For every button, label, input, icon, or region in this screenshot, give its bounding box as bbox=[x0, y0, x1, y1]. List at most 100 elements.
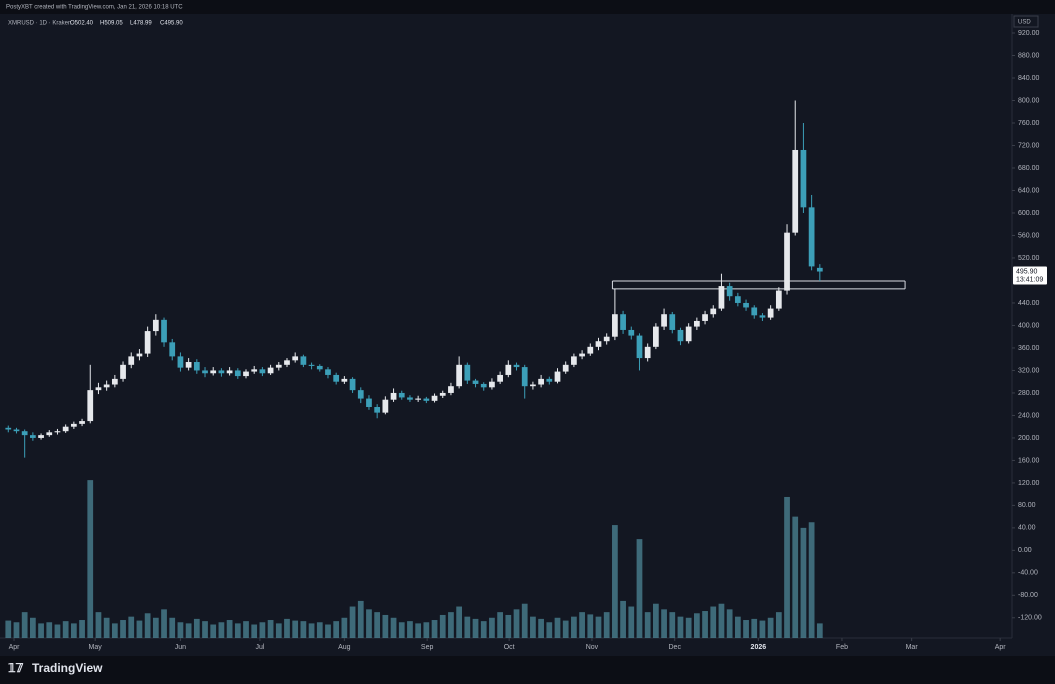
candle-body bbox=[308, 364, 315, 366]
volume-bar bbox=[710, 606, 717, 638]
volume-bar bbox=[480, 621, 487, 638]
volume-bar bbox=[448, 612, 454, 638]
candle-body bbox=[177, 356, 184, 368]
candle-body bbox=[316, 365, 323, 370]
volume-bar bbox=[784, 496, 790, 638]
volume-bar bbox=[95, 612, 102, 638]
candle-body bbox=[275, 364, 282, 368]
candle-body bbox=[251, 369, 258, 372]
volume-bar bbox=[259, 622, 266, 638]
candle-body bbox=[718, 286, 725, 309]
candle-body bbox=[456, 364, 463, 387]
volume-bar bbox=[808, 522, 815, 638]
logo-mark: 𝟙𝟟 bbox=[8, 661, 24, 675]
volume-bar bbox=[603, 612, 610, 638]
volume-bar bbox=[702, 611, 708, 638]
candle-body bbox=[382, 399, 389, 413]
x-tick-label: Dec bbox=[669, 644, 682, 651]
volume-bar bbox=[333, 621, 340, 638]
candle-body bbox=[70, 423, 77, 427]
volume-bar bbox=[800, 527, 807, 638]
x-tick-label: Nov bbox=[586, 644, 599, 651]
candle-body bbox=[349, 378, 356, 391]
currency: USD bbox=[1018, 20, 1031, 26]
volume-bar bbox=[38, 623, 44, 638]
volume-bar bbox=[775, 612, 782, 638]
candle-body bbox=[259, 369, 266, 374]
candle-body bbox=[636, 335, 643, 359]
candle-body bbox=[808, 207, 815, 267]
candle-body bbox=[538, 378, 544, 385]
candle-body bbox=[5, 427, 12, 430]
volume-bar bbox=[300, 621, 307, 638]
volume-bar bbox=[718, 603, 725, 638]
y-tick-label: 600.00 bbox=[1018, 210, 1040, 217]
volume-bar bbox=[21, 612, 28, 638]
volume-bar bbox=[726, 609, 733, 638]
x-tick-label: Aug bbox=[338, 644, 351, 651]
y-tick-label: 240.00 bbox=[1018, 412, 1040, 419]
y2-tick-label: -120.00 bbox=[1018, 615, 1042, 622]
header-bar bbox=[0, 0, 1055, 14]
candle-body bbox=[333, 374, 340, 382]
volume-bar bbox=[267, 620, 274, 638]
candle-body bbox=[46, 432, 53, 436]
ohlc-value: O502.40 bbox=[70, 21, 94, 27]
candle-body bbox=[530, 384, 536, 387]
volume-bar bbox=[30, 617, 36, 638]
volume-bar bbox=[554, 617, 561, 638]
volume-bar bbox=[505, 614, 512, 638]
candle-body bbox=[792, 149, 799, 233]
ohlc-value: H509.05 bbox=[100, 21, 123, 27]
candle-body bbox=[595, 341, 602, 347]
candle-body bbox=[759, 315, 766, 318]
candle-body bbox=[415, 398, 422, 400]
candle-body bbox=[267, 367, 274, 374]
volume-bar bbox=[374, 612, 381, 638]
candle-body bbox=[202, 370, 208, 374]
candle-body bbox=[193, 362, 200, 371]
candle-body bbox=[513, 364, 520, 368]
volume-bar bbox=[653, 603, 659, 638]
candle-body bbox=[218, 370, 225, 374]
y2-tick-label: 40.00 bbox=[1018, 525, 1036, 532]
y-tick-label: 280.00 bbox=[1018, 390, 1040, 397]
candle-body bbox=[144, 331, 151, 354]
volume-bar bbox=[636, 539, 643, 638]
volume-bar bbox=[472, 618, 479, 638]
candle-body bbox=[226, 370, 233, 374]
candle-body bbox=[439, 392, 446, 396]
candle-body bbox=[562, 364, 569, 372]
volume-bar bbox=[489, 617, 495, 638]
volume-bar bbox=[120, 620, 126, 638]
volume-bar bbox=[136, 620, 143, 638]
volume-bar bbox=[13, 622, 20, 638]
volume-bar bbox=[46, 622, 53, 638]
volume-bar bbox=[661, 609, 667, 638]
candle-body bbox=[603, 336, 610, 342]
volume-bar bbox=[366, 609, 372, 638]
x-tick-label: Jun bbox=[175, 644, 186, 651]
candle-body bbox=[464, 364, 471, 381]
x-tick-label: Jul bbox=[255, 644, 264, 651]
volume-bar bbox=[169, 617, 176, 638]
y-tick-label: 360.00 bbox=[1018, 345, 1040, 352]
candle-body bbox=[284, 360, 290, 365]
candle-body bbox=[62, 426, 69, 432]
y2-tick-label: 0.00 bbox=[1018, 547, 1032, 554]
brand: TradingView bbox=[32, 661, 103, 675]
volume-bar bbox=[152, 617, 159, 638]
volume-bar bbox=[161, 609, 167, 638]
volume-bar bbox=[325, 624, 331, 638]
candle-body bbox=[210, 370, 217, 374]
x-tick-label: Sep bbox=[421, 644, 434, 651]
ohlc-value: L478.99 bbox=[130, 21, 152, 27]
countdown: 13:41:09 bbox=[1016, 276, 1043, 283]
y2-tick-label: -80.00 bbox=[1018, 592, 1038, 599]
volume-bar bbox=[87, 480, 94, 638]
volume-bar bbox=[431, 620, 438, 638]
candle-body bbox=[751, 307, 758, 316]
candle-body bbox=[554, 371, 561, 382]
y-tick-label: 800.00 bbox=[1018, 97, 1040, 104]
candle-body bbox=[669, 314, 676, 330]
